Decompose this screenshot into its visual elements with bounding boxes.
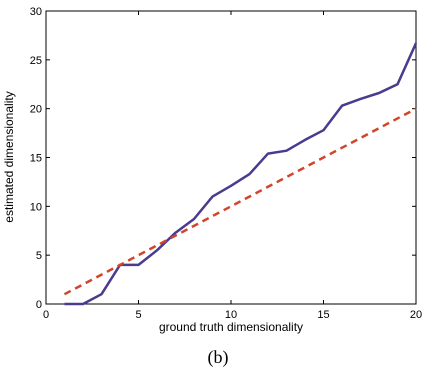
y-tick-label: 10 <box>30 201 42 213</box>
x-tick-label: 5 <box>135 309 141 321</box>
series-layer <box>63 42 418 306</box>
y-axis-label: estimated dimensionality <box>2 91 16 222</box>
x-tick-label: 20 <box>410 309 422 321</box>
x-tick-label: 0 <box>43 309 49 321</box>
x-tick-label: 10 <box>225 309 237 321</box>
reference-line <box>63 107 417 296</box>
y-tick-label: 5 <box>36 250 42 262</box>
plot-frame <box>45 10 417 305</box>
ticks: 0 5 10 15 20 0 5 10 15 20 25 30 <box>30 6 422 321</box>
y-tick-label: 30 <box>30 6 42 18</box>
y-tick-label: 25 <box>30 55 42 67</box>
y-tick-label: 0 <box>36 299 42 311</box>
x-axis-label: ground truth dimensionality <box>159 320 303 334</box>
x-tick-label: 15 <box>317 309 329 321</box>
y-tick-label: 15 <box>30 153 42 165</box>
estimate-line <box>64 42 418 306</box>
figure-caption: (b) <box>208 347 229 368</box>
y-tick-label: 20 <box>30 104 42 116</box>
